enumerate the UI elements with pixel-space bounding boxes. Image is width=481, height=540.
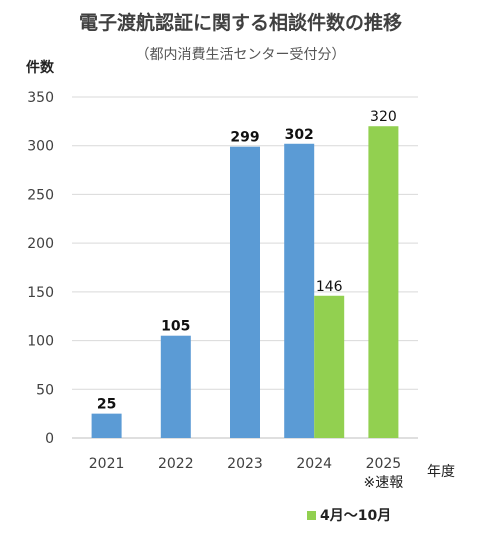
y-tick-label: 150 <box>27 285 54 301</box>
bar-2024-series-1 <box>284 143 315 438</box>
data-label-2023-series-1: 299 <box>230 130 259 146</box>
chart-title: 電子渡航認証に関する相談件数の推移 <box>78 12 402 34</box>
bar-2022-series-1 <box>160 335 191 438</box>
data-label-2021-series-1: 25 <box>97 397 116 413</box>
x-axis-title: 年度 <box>427 464 455 480</box>
x-axis-ticks: 2021 2022 2023 2024 2025 <box>89 456 401 472</box>
y-axis-ticks: 0 50 100 150 200 250 300 350 <box>27 90 54 447</box>
data-labels: 25 105 299 302 146 320 <box>97 109 397 412</box>
gridlines <box>72 96 418 439</box>
data-label-2024-series-1: 302 <box>285 127 314 143</box>
x-tick-label: 2023 <box>227 456 263 472</box>
y-tick-label: 350 <box>27 90 54 106</box>
y-tick-label: 100 <box>27 334 54 350</box>
chart-subtitle: （都内消費生活センター受付分） <box>135 47 346 63</box>
data-label-2024-series-2: 146 <box>316 279 343 295</box>
x-tick-label: 2022 <box>158 456 194 472</box>
annotation-note: ※速報 <box>364 475 404 491</box>
y-tick-label: 200 <box>27 236 54 252</box>
bar-2021-series-1 <box>91 413 122 438</box>
y-axis-title: 件数 <box>26 59 55 76</box>
legend-label: 4月～10月 <box>320 508 391 524</box>
x-tick-label: 2024 <box>296 456 332 472</box>
x-tick-label: 2025 <box>366 456 402 472</box>
x-tick-label: 2021 <box>89 456 125 472</box>
bar-2023-series-1 <box>230 146 260 438</box>
y-tick-label: 300 <box>27 139 54 155</box>
data-label-2022-series-1: 105 <box>161 319 190 335</box>
bar-2024-series-2 <box>314 295 345 438</box>
y-tick-label: 0 <box>45 431 54 447</box>
y-tick-label: 50 <box>36 382 54 398</box>
bar-2025-series-2 <box>368 126 399 438</box>
legend-swatch <box>307 511 316 520</box>
annotations: ※速報 <box>364 475 404 491</box>
y-tick-label: 250 <box>27 187 54 203</box>
bars <box>91 126 399 438</box>
data-label-2025-series-2: 320 <box>370 109 397 125</box>
legend: 4月～10月 <box>307 508 391 524</box>
